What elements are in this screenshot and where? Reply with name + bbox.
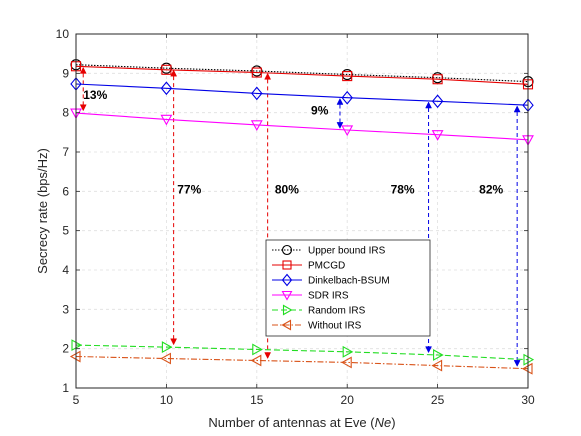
series-line-3 <box>75 112 529 141</box>
data-point-marker <box>433 349 444 361</box>
x-tick-label: 20 <box>341 393 355 407</box>
annotation-label: 82% <box>479 182 503 196</box>
data-point-marker <box>342 345 354 358</box>
y-tick-label: 9 <box>62 66 69 80</box>
data-point-marker <box>431 130 444 141</box>
annotation-label: 77% <box>177 182 201 196</box>
data-point-marker <box>341 90 353 105</box>
arrow-head <box>170 69 178 77</box>
arrow-head <box>79 66 87 74</box>
data-point-marker <box>281 244 293 256</box>
y-tick-label: 7 <box>62 145 69 159</box>
annotation-label: 13% <box>83 88 107 102</box>
arrow-head <box>425 101 432 109</box>
legend-entry: Dinkelbach-BSUM <box>308 276 390 287</box>
legend-box <box>265 239 431 337</box>
arrow-head <box>513 105 521 113</box>
y-tick-label: 3 <box>62 302 69 316</box>
annotation-label: 78% <box>391 182 415 196</box>
legend-entry: PMCGD <box>308 261 345 272</box>
data-point-marker <box>341 125 354 137</box>
x-tick-label: 30 <box>521 393 535 407</box>
x-tick-label: 5 <box>73 393 80 407</box>
arrow-head <box>264 72 272 80</box>
data-point-marker <box>160 352 171 365</box>
data-point-marker <box>342 71 353 82</box>
y-tick-label: 5 <box>62 224 69 238</box>
series-line-0 <box>75 64 529 83</box>
data-point-marker <box>431 94 444 109</box>
arrow-head <box>425 346 432 354</box>
data-point-marker <box>341 356 352 369</box>
series-line-4 <box>75 344 529 361</box>
series-line-5 <box>75 355 529 370</box>
legend-entry: Random IRS <box>308 306 366 317</box>
legend: Upper bound IRS PMCGD Dinkelbach-BSUM SDR I… <box>265 239 431 337</box>
x-axis-label: Number of antennas at Eve (Ne) <box>208 415 395 430</box>
data-point-marker <box>281 290 293 301</box>
legend-entry: Upper bound IRS <box>308 246 386 257</box>
y-tick-label: 6 <box>62 184 69 198</box>
data-point-marker <box>431 359 443 372</box>
data-point-marker <box>252 343 263 356</box>
data-point-marker <box>161 64 172 75</box>
data-point-marker <box>281 319 292 331</box>
x-tick-label: 15 <box>250 393 264 407</box>
y-tick-label: 4 <box>62 263 69 277</box>
x-tick-label: 10 <box>160 393 174 407</box>
arrow-head <box>336 122 344 129</box>
data-point-marker <box>251 86 263 101</box>
data-point-marker <box>160 81 173 96</box>
data-point-marker <box>251 67 262 78</box>
data-point-marker <box>250 354 262 367</box>
y-tick-label: 1 <box>62 381 69 395</box>
data-point-marker <box>161 341 173 354</box>
data-point-marker <box>282 304 293 316</box>
arrow-head <box>264 352 272 360</box>
axes-box <box>75 33 529 389</box>
y-axis-label: Secrecy rate (bps/Hz) <box>35 148 50 274</box>
arrow-head <box>513 360 521 367</box>
annotation-label: 9% <box>311 104 329 118</box>
data-point-marker <box>432 74 443 85</box>
y-tick-label: 10 <box>56 27 70 41</box>
x-tick-label: 25 <box>431 393 445 407</box>
series-line-1 <box>75 65 529 85</box>
data-point-marker <box>250 120 263 131</box>
data-point-marker <box>281 273 293 287</box>
series-line-2 <box>75 83 529 106</box>
y-tick-label: 8 <box>62 106 69 120</box>
axis-ticks: 5 10 15 20 25 30 1 2 3 4 5 6 7 8 9 10 <box>56 27 535 407</box>
arrow-head <box>170 338 178 346</box>
legend-entry: SDR IRS <box>308 291 349 302</box>
annotation-label: 80% <box>275 182 299 196</box>
y-tick-label: 2 <box>62 342 69 356</box>
arrow-head <box>79 104 87 112</box>
data-point-marker <box>160 114 173 126</box>
legend-entry: Without IRS <box>308 321 362 332</box>
plot-series <box>69 59 535 375</box>
data-point-marker <box>282 260 292 270</box>
arrow-head <box>336 97 344 105</box>
